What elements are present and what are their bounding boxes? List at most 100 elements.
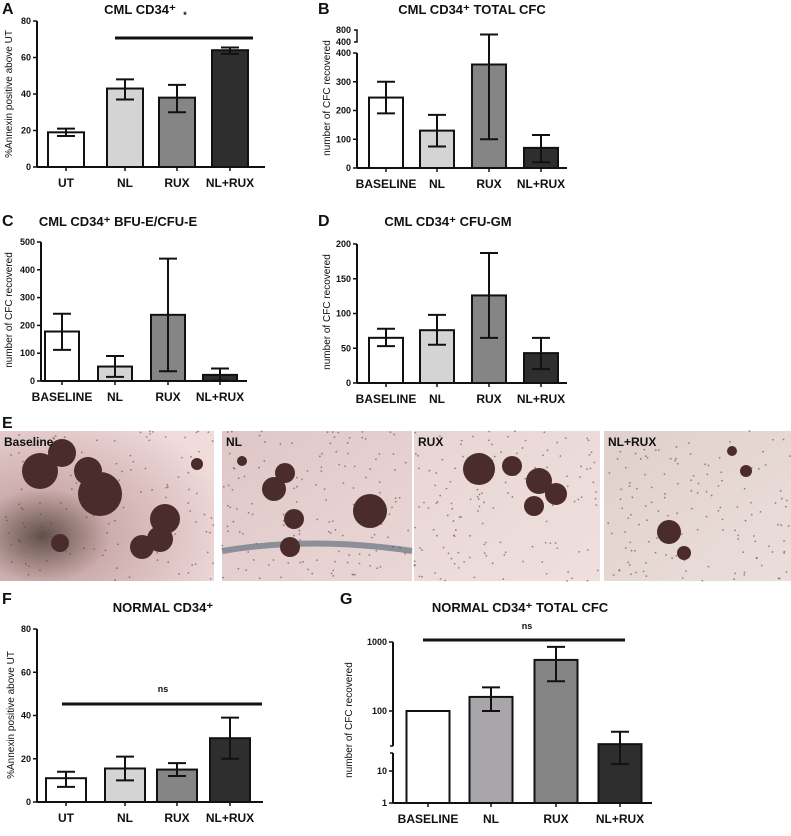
chart-D: D CML CD34⁺ CFU-GM number of CFC recovered… xyxy=(318,213,567,406)
cell-dot xyxy=(212,524,215,527)
cell-dot xyxy=(734,572,737,575)
cell-dot xyxy=(718,456,721,459)
colony xyxy=(677,546,691,560)
cell-dot xyxy=(667,514,669,517)
cell-dot xyxy=(342,482,345,485)
cell-dot xyxy=(631,439,634,442)
cell-dot xyxy=(646,456,649,459)
cell-dot xyxy=(707,464,710,467)
cell-dot xyxy=(608,472,611,474)
y-axis-label: %Annexin positive above UT xyxy=(6,651,17,779)
cell-dot xyxy=(578,550,580,553)
cell-dot xyxy=(247,511,250,514)
cell-dot xyxy=(376,567,379,570)
cell-dot xyxy=(392,453,395,455)
cell-dot xyxy=(462,455,464,458)
cell-dot xyxy=(197,430,200,433)
x-tick-label: UT xyxy=(58,176,75,190)
bar-nl xyxy=(468,695,514,804)
cell-dot xyxy=(785,571,788,573)
y-tick-label: 100 xyxy=(336,309,351,319)
cell-dot xyxy=(272,559,275,561)
cell-dot xyxy=(635,571,638,574)
y-tick-label: 500 xyxy=(20,237,35,247)
cell-dot xyxy=(195,431,198,434)
cell-dot xyxy=(181,456,183,459)
cell-dot xyxy=(205,530,208,533)
x-tick-label: RUX xyxy=(164,811,189,825)
cell-dot xyxy=(566,485,569,488)
cell-dot xyxy=(650,501,653,504)
micrograph-label: RUX xyxy=(418,435,443,449)
cell-dot xyxy=(460,439,463,442)
cell-dot xyxy=(774,502,777,504)
cell-dot xyxy=(42,531,45,534)
cell-dot xyxy=(293,534,295,537)
cell-dot xyxy=(323,488,326,491)
chart-C: C CML CD34⁺ BFU-E/CFU-E number of CFC reco… xyxy=(2,213,247,404)
cell-dot xyxy=(226,431,229,433)
cell-dot xyxy=(80,451,83,454)
cell-dot xyxy=(609,443,611,446)
cell-dot xyxy=(690,507,693,510)
cell-dot xyxy=(710,494,713,497)
cell-dot xyxy=(545,520,548,523)
micrograph-label: NL xyxy=(226,435,242,449)
cell-dot xyxy=(586,579,589,582)
chart-title: CML CD34⁺ TOTAL CFC xyxy=(398,2,546,17)
cell-dot xyxy=(295,500,298,503)
cell-dot xyxy=(643,448,646,451)
cell-dot xyxy=(371,536,374,539)
y-tick-label: 0 xyxy=(346,378,351,388)
cell-dot xyxy=(242,532,244,535)
cell-dot xyxy=(457,566,460,569)
cell-dot xyxy=(624,466,627,469)
cell-dot xyxy=(452,520,455,522)
cell-dot xyxy=(39,502,41,505)
chart-A: A CML CD34⁺ %Annexin positive above UT 0 20 4… xyxy=(2,1,265,190)
y-tick-label: 20 xyxy=(21,754,31,764)
cell-dot xyxy=(499,541,502,544)
cell-dot xyxy=(630,573,632,576)
cell-dot xyxy=(744,519,747,522)
cell-dot xyxy=(789,455,791,457)
cell-dot xyxy=(642,570,645,573)
cell-dot xyxy=(705,515,708,518)
cell-dot xyxy=(378,453,381,455)
cell-dot xyxy=(252,559,255,561)
cell-dot xyxy=(282,524,285,527)
cell-dot xyxy=(92,514,95,517)
cell-dot xyxy=(457,551,460,554)
cell-dot xyxy=(434,572,436,574)
cell-dot xyxy=(624,531,627,534)
cell-dot xyxy=(472,435,474,438)
cell-dot xyxy=(361,436,364,439)
cell-dot xyxy=(407,529,410,532)
cell-dot xyxy=(291,442,293,445)
cell-dot xyxy=(504,481,507,484)
cell-dot xyxy=(507,435,510,438)
cell-dot xyxy=(387,536,389,539)
cell-dot xyxy=(352,487,355,489)
cell-dot xyxy=(737,538,740,540)
cell-dot xyxy=(321,452,323,455)
cell-dot xyxy=(442,546,445,549)
cell-dot xyxy=(783,552,785,554)
cell-dot xyxy=(444,579,447,582)
x-tick-label: RUX xyxy=(476,177,501,191)
cell-dot xyxy=(24,563,27,565)
cell-dot xyxy=(209,577,212,580)
cell-dot xyxy=(107,522,110,525)
cell-dot xyxy=(375,549,378,552)
cell-dot xyxy=(331,520,334,523)
y-tick-label: 400 xyxy=(336,48,351,58)
colony xyxy=(51,534,69,552)
cell-dot xyxy=(504,551,507,554)
cell-dot xyxy=(476,495,479,498)
cell-dot xyxy=(701,579,704,582)
cell-dot xyxy=(311,572,314,575)
colony xyxy=(740,465,752,477)
cell-dot xyxy=(586,549,589,551)
cell-dot xyxy=(203,513,206,516)
cell-dot xyxy=(398,496,401,499)
